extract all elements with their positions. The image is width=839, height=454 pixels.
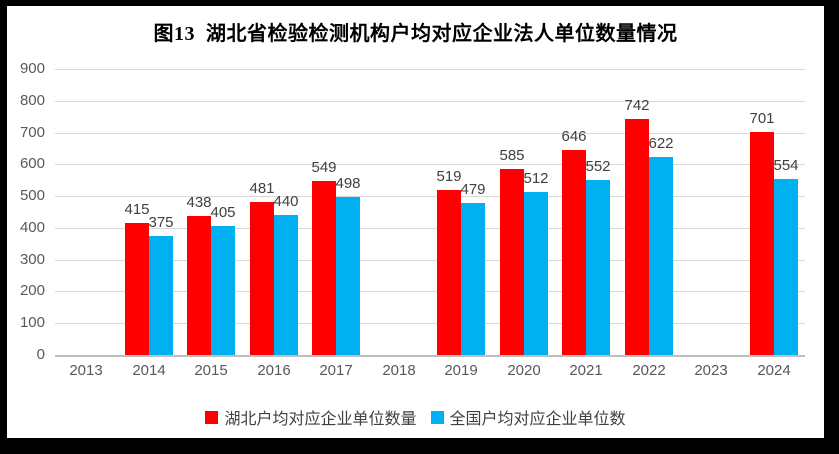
y-tick-label: 400 xyxy=(19,219,45,236)
x-tick-label: 2024 xyxy=(757,362,791,379)
bar-hubei xyxy=(500,169,524,355)
y-tick-label: 100 xyxy=(19,314,45,331)
chart-title: 图13 湖北省检验检测机构户均对应企业法人单位数量情况 xyxy=(153,23,678,45)
data-label: 415 xyxy=(124,201,150,218)
bar-national xyxy=(524,192,548,355)
data-label: 701 xyxy=(749,110,775,127)
data-label: 512 xyxy=(523,170,549,187)
bar-national xyxy=(149,236,173,355)
data-label: 479 xyxy=(460,181,486,198)
x-tick-label: 2017 xyxy=(319,362,353,379)
legend: 湖北户均对应企业单位数量 全国户均对应企业单位数 xyxy=(7,405,824,429)
data-label: 375 xyxy=(148,214,174,231)
data-label: 622 xyxy=(648,135,674,152)
gridline xyxy=(55,133,805,134)
data-label: 646 xyxy=(561,128,587,145)
bar-hubei xyxy=(312,181,336,355)
bar-national xyxy=(461,203,485,355)
bar-hubei xyxy=(187,216,211,355)
bar-hubei xyxy=(437,190,461,355)
x-axis-line xyxy=(55,355,805,357)
y-tick-label: 900 xyxy=(19,60,45,77)
y-tick-label: 500 xyxy=(19,187,45,204)
bar-national xyxy=(586,180,610,355)
legend-label: 湖北户均对应企业单位数量 xyxy=(224,411,417,428)
x-tick-label: 2015 xyxy=(194,362,228,379)
y-tick-label: 600 xyxy=(19,155,45,172)
data-label: 585 xyxy=(499,147,525,164)
bar-hubei xyxy=(625,119,649,355)
y-tick-label: 0 xyxy=(36,346,45,363)
legend-label: 全国户均对应企业单位数 xyxy=(449,411,626,428)
data-label: 438 xyxy=(186,194,212,211)
x-tick-label: 2018 xyxy=(382,362,416,379)
bar-national xyxy=(336,197,360,355)
gridline xyxy=(55,291,805,292)
legend-item: 湖北户均对应企业单位数量 xyxy=(205,405,417,429)
data-label: 440 xyxy=(273,193,299,210)
data-label: 481 xyxy=(249,180,275,197)
x-tick-label: 2020 xyxy=(507,362,541,379)
gridline xyxy=(55,228,805,229)
bar-national xyxy=(211,226,235,355)
data-label: 552 xyxy=(585,158,611,175)
y-tick-label: 700 xyxy=(19,124,45,141)
bar-national xyxy=(649,157,673,355)
bar-national xyxy=(274,215,298,355)
bar-national xyxy=(774,179,798,355)
x-tick-label: 2021 xyxy=(569,362,603,379)
legend-swatch-icon xyxy=(205,410,219,424)
data-label: 742 xyxy=(624,97,650,114)
bar-hubei xyxy=(250,202,274,355)
gridline xyxy=(55,69,805,70)
gridline xyxy=(55,323,805,324)
x-tick-label: 2019 xyxy=(444,362,478,379)
bar-hubei xyxy=(750,132,774,355)
data-label: 554 xyxy=(773,157,799,174)
y-tick-label: 200 xyxy=(19,282,45,299)
x-tick-label: 2014 xyxy=(132,362,166,379)
data-label: 549 xyxy=(311,159,337,176)
data-label: 519 xyxy=(436,168,462,185)
gridline xyxy=(55,101,805,102)
x-tick-label: 2022 xyxy=(632,362,666,379)
bar-hubei xyxy=(125,223,149,355)
y-tick-label: 800 xyxy=(19,92,45,109)
data-label: 405 xyxy=(210,204,236,221)
gridline xyxy=(55,196,805,197)
chart-canvas: 图13 湖北省检验检测机构户均对应企业法人单位数量情况 0 100 200 300 40… xyxy=(7,6,824,438)
legend-item: 全国户均对应企业单位数 xyxy=(430,405,626,429)
legend-swatch-icon xyxy=(430,410,444,424)
y-tick-label: 300 xyxy=(19,251,45,268)
gridline xyxy=(55,164,805,165)
gridline xyxy=(55,260,805,261)
x-tick-label: 2016 xyxy=(257,362,291,379)
x-tick-label: 2013 xyxy=(69,362,103,379)
bar-hubei xyxy=(562,150,586,355)
data-label: 498 xyxy=(335,175,361,192)
x-tick-label: 2023 xyxy=(694,362,728,379)
